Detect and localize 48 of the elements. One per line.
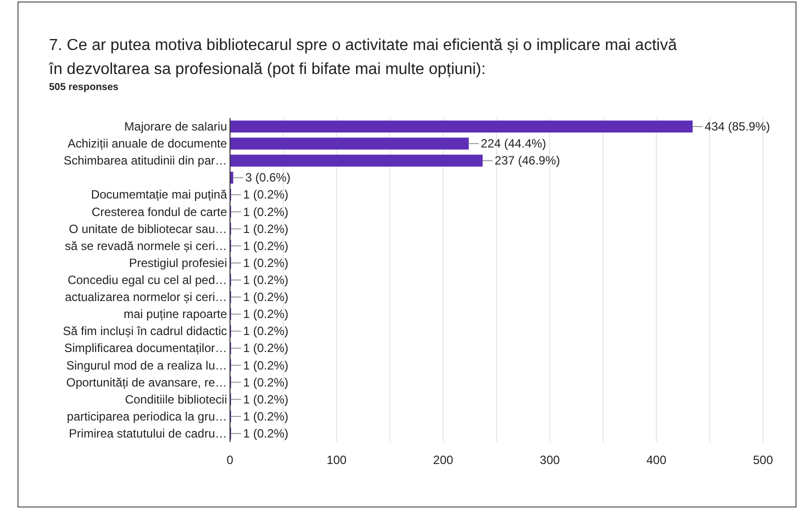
x-tick-label: 100 xyxy=(326,453,347,467)
y-tick-label: Primirea statutului de cadru… xyxy=(68,426,227,440)
y-tick-label: Singurul mod de a realiza lu… xyxy=(66,358,227,372)
x-tick-label: 300 xyxy=(540,453,560,467)
bar xyxy=(230,138,469,150)
bar xyxy=(230,154,483,167)
y-tick-label: mai puține rapoarte xyxy=(124,307,228,322)
data-label: 1 (0.2%) xyxy=(243,222,288,236)
data-label: 1 (0.2%) xyxy=(243,290,288,304)
data-label: 1 (0.2%) xyxy=(243,188,288,202)
y-tick-label: Oportunități de avansare, re… xyxy=(66,375,227,390)
y-tick-label: Concediu egal cu cel al ped… xyxy=(68,273,227,287)
y-tick-label: Conditiile bibliotecii xyxy=(124,392,227,406)
y-tick-label: Schimbarea atitudinii din par… xyxy=(64,154,227,168)
data-label: 3 (0.6%) xyxy=(245,170,291,185)
data-label: 1 (0.2%) xyxy=(243,204,288,219)
data-label: 1 (0.2%) xyxy=(243,238,288,253)
data-label: 1 (0.2%) xyxy=(243,273,288,287)
data-label: 1 (0.2%) xyxy=(243,392,288,406)
data-label: 237 (46.9%) xyxy=(494,154,560,168)
chart-title: 7. Ce ar putea motiva bibliotecarul spre o activitate mai eficientă și o implicare mai activă în dezvoltarea sa profesională (pot fi bifate mai multe opțiuni): xyxy=(48,37,677,78)
data-label: 1 (0.2%) xyxy=(243,256,288,270)
x-tick-label: 0 xyxy=(226,453,234,467)
y-tick-label: Simplificarea documentaților… xyxy=(64,341,227,356)
data-label: 1 (0.2%) xyxy=(243,341,288,356)
data-label: 434 (85.9%) xyxy=(704,120,770,134)
data-label: 1 (0.2%) xyxy=(243,426,288,440)
data-label: 1 (0.2%) xyxy=(243,324,288,338)
y-tick-label: Să fim incluși în cadrul didactic xyxy=(62,324,227,338)
data-label: 1 (0.2%) xyxy=(243,358,288,372)
x-tick-label: 500 xyxy=(752,453,774,467)
y-tick-label: actualizarea normelor și ceri… xyxy=(64,290,227,304)
y-tick-label: Prestigiul profesiei xyxy=(128,256,227,270)
y-tick-label: să se revadă normele și ceri… xyxy=(64,238,227,253)
x-tick-label: 400 xyxy=(646,453,667,467)
y-tick-label: Cresterea fondul de carte xyxy=(92,204,228,219)
data-label: 1 (0.2%) xyxy=(243,409,288,424)
y-tick-label: Majorare de salariu xyxy=(124,120,227,134)
text: 505 responses xyxy=(49,82,119,93)
y-tick-label: O unitate de bibliotecar sau… xyxy=(68,222,227,236)
x-tick-label: 200 xyxy=(433,453,454,467)
data-label: 1 (0.2%) xyxy=(243,375,288,390)
data-label: 1 (0.2%) xyxy=(243,307,288,322)
y-tick-label: participarea periodica la gru… xyxy=(66,409,227,424)
bar xyxy=(230,120,693,132)
data-label: 224 (44.4%) xyxy=(480,136,546,151)
y-tick-label: Documemtație mai puțină xyxy=(90,188,228,202)
y-tick-label: Achiziții anuale de documente xyxy=(68,136,228,151)
